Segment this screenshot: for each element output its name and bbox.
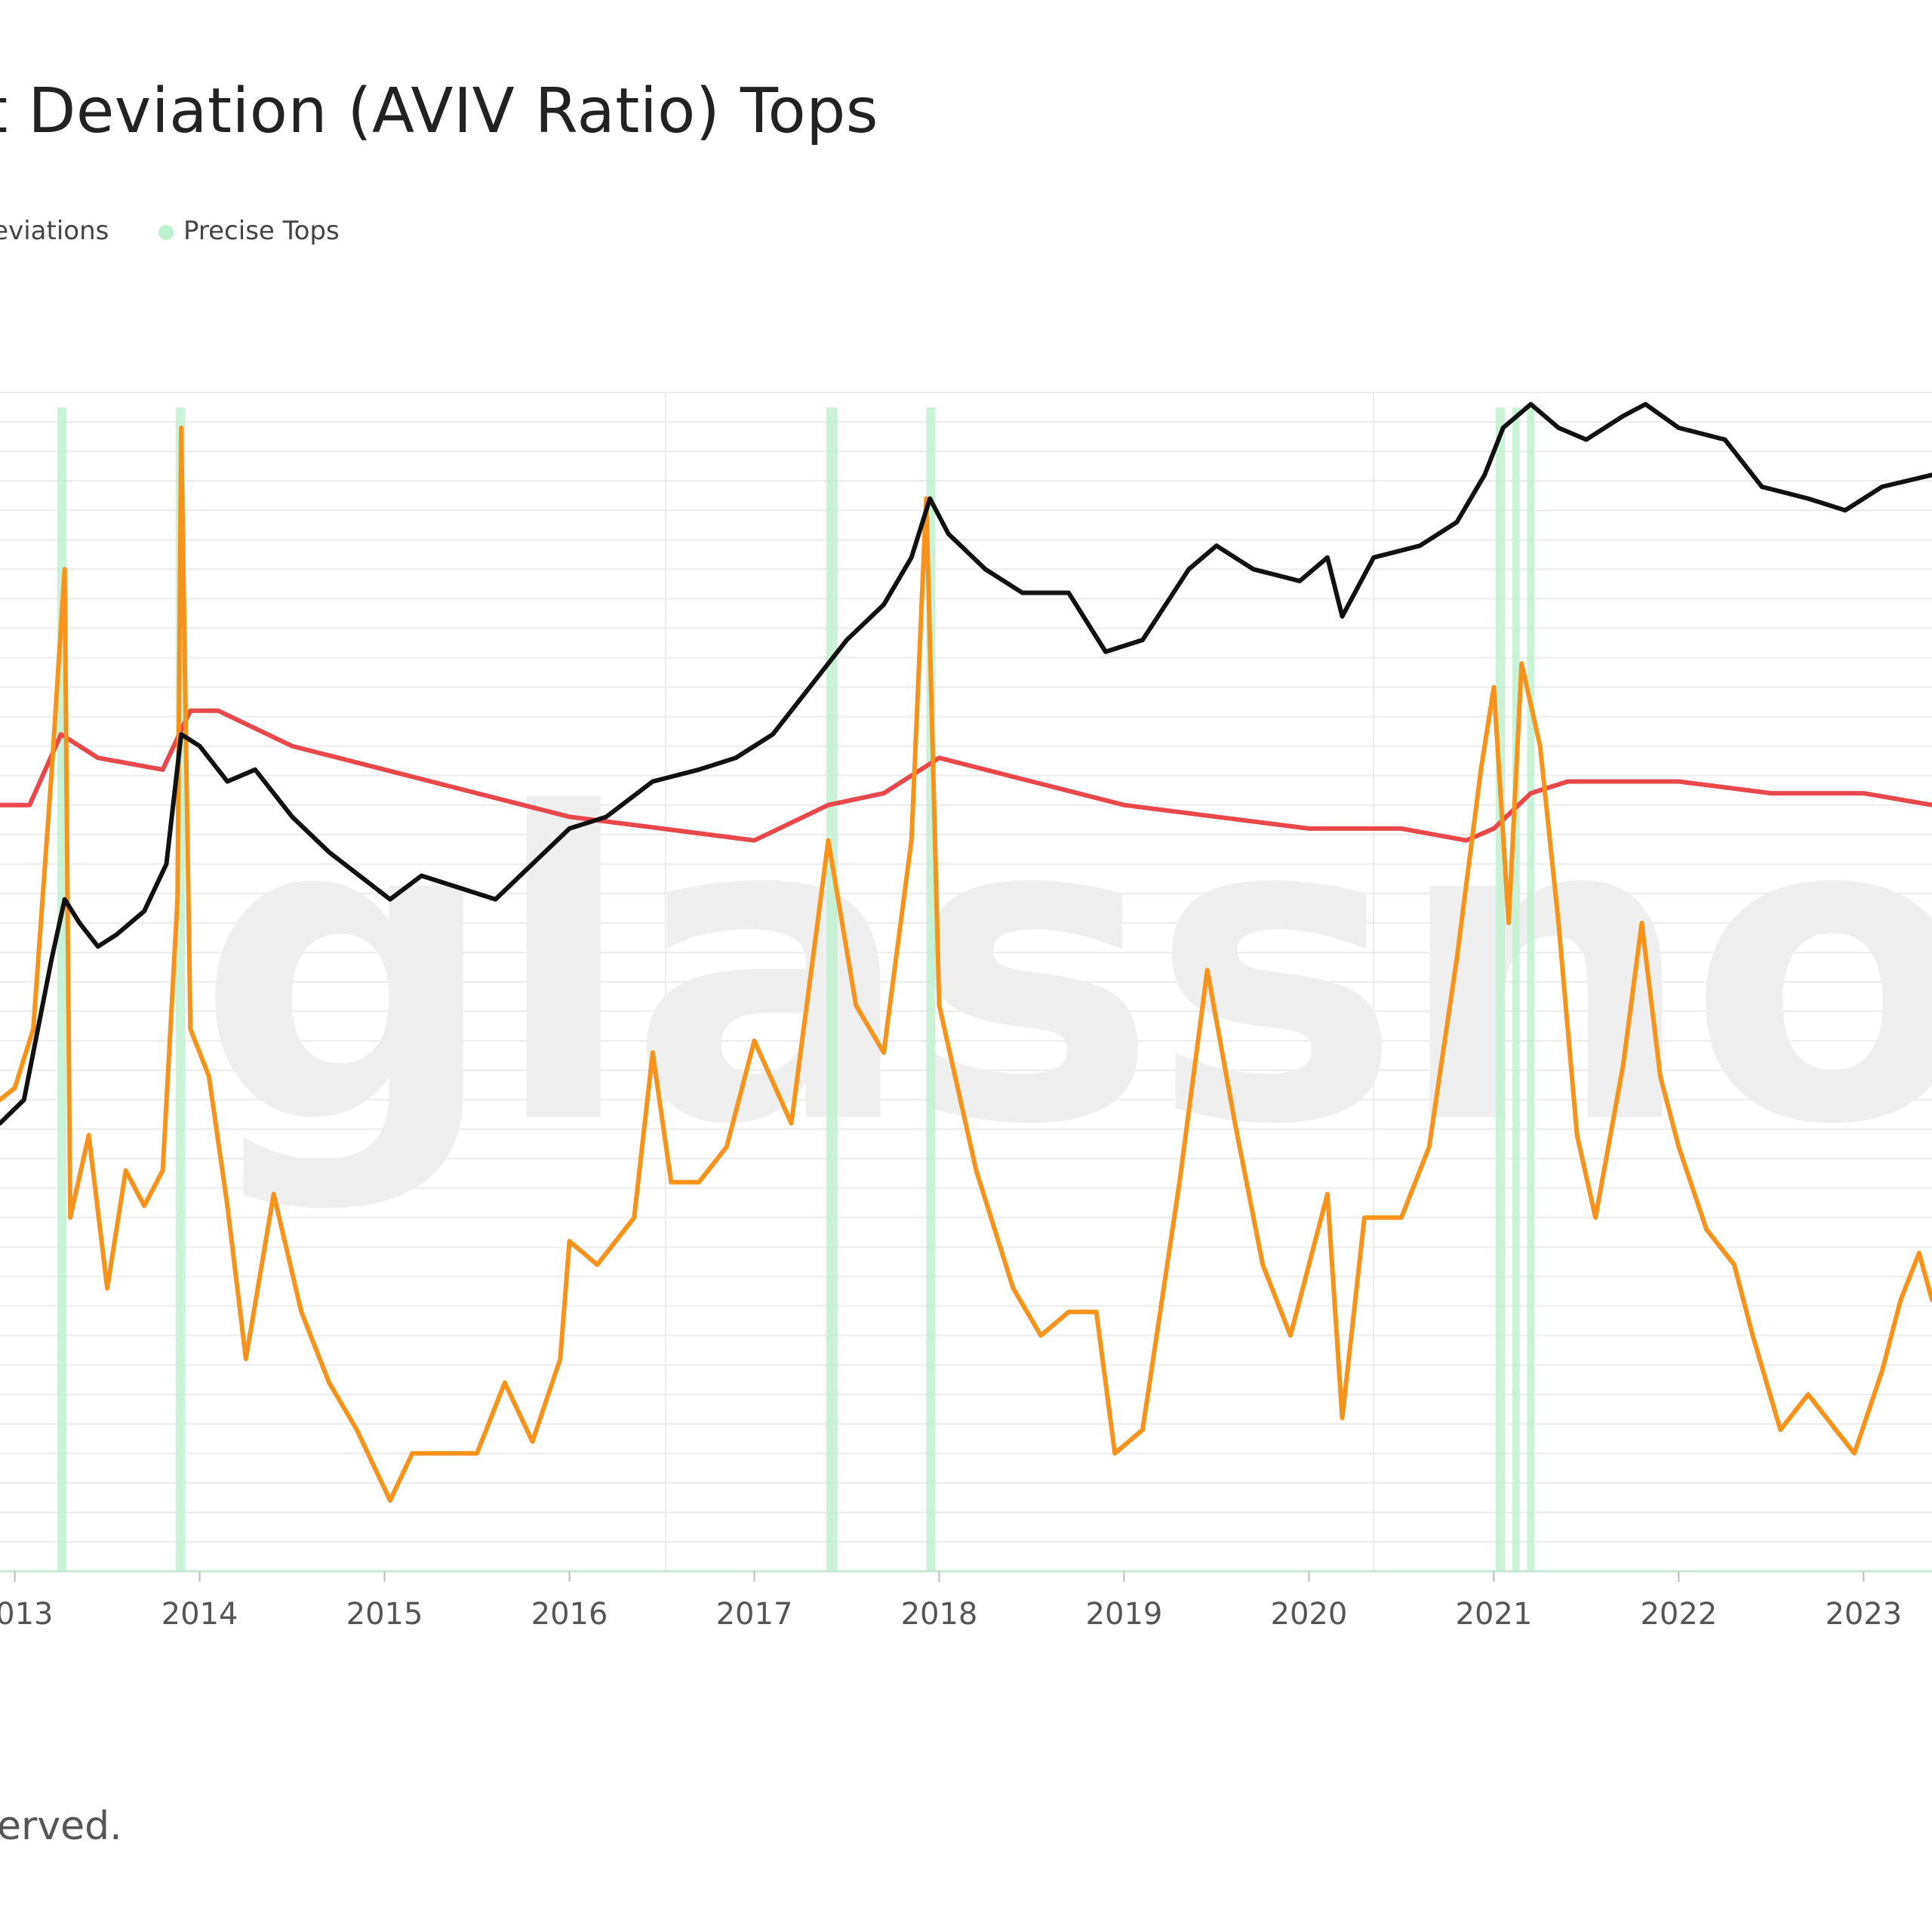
x-tick-label: 2017 <box>716 1597 793 1632</box>
copyright-footer: erved. <box>0 1804 122 1849</box>
price-line <box>0 401 1932 1126</box>
x-tick-label: 2020 <box>1271 1597 1348 1632</box>
precise-top-band <box>1495 408 1506 1571</box>
x-axis: 2013 2014 2015 2016 2017 2018 2019 2020 2021 2022… <box>0 1570 1932 1632</box>
legend-marker-precise-tops <box>158 225 174 240</box>
x-tick-label: 2015 <box>346 1597 423 1632</box>
deviations-line <box>0 425 1932 1503</box>
x-tick-label: 2022 <box>1640 1597 1717 1632</box>
precise-top-band <box>1527 408 1535 1571</box>
series-lines <box>0 401 1932 1503</box>
x-tick-label: 2019 <box>1086 1597 1163 1632</box>
x-tick-label: 2013 <box>0 1597 53 1632</box>
x-tick-label: 2014 <box>162 1597 238 1632</box>
legend-item-precise-tops[interactable]: Precise Tops <box>183 216 340 246</box>
x-tick-label: 2021 <box>1456 1597 1533 1632</box>
glassnode-watermark: glassnode <box>196 725 1932 1217</box>
x-tick-label: 2023 <box>1825 1597 1902 1632</box>
x-tick-label: 2018 <box>901 1597 978 1632</box>
precise-top-band <box>1512 408 1520 1571</box>
x-tick-label: 2016 <box>531 1597 608 1632</box>
precise-top-band <box>826 408 838 1571</box>
legend-item-deviations[interactable]: Deviations <box>0 216 109 246</box>
chart-title: t Deviation (AVIV Ratio) Tops <box>0 75 878 147</box>
